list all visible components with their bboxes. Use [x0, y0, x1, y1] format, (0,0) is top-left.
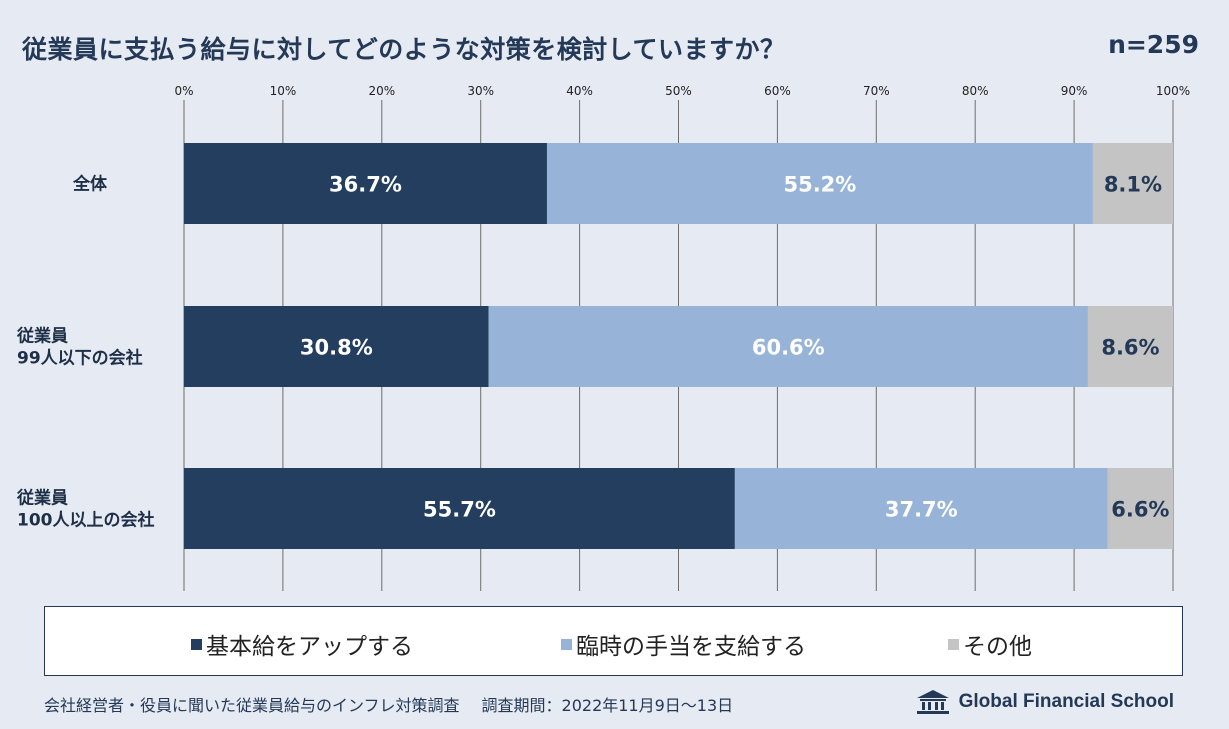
legend-swatch-base-pay — [191, 638, 202, 650]
data-label-overall-temp-allowance: 55.2% — [783, 173, 856, 197]
category-label: 全体 — [72, 174, 108, 195]
category-label: 100人以上の会社 — [17, 510, 155, 531]
data-label-under-99-temp-allowance: 60.6% — [752, 336, 825, 360]
x-tick-label: 100% — [1156, 84, 1190, 98]
data-label-under-99-base-pay: 30.8% — [300, 336, 373, 360]
data-label-overall-base-pay: 36.7% — [329, 173, 402, 197]
data-label-over-100-base-pay: 55.7% — [423, 498, 496, 522]
legend-item-temp-allowance: 臨時の手当を支給する — [561, 627, 806, 661]
data-label-over-100-temp-allowance: 37.7% — [885, 498, 958, 522]
stacked-bar-chart: 0% 10% 20% 30% 40% 50% 60% 70% 80% 90% 100% 36.7% 55… — [16, 84, 1190, 591]
legend-label-temp-allowance: 臨時の手当を支給する — [576, 634, 806, 660]
bar-under-99-base-pay — [184, 306, 489, 387]
brand-name: Global Financial School — [958, 691, 1174, 712]
sample-size-label: n=259 — [1108, 30, 1199, 59]
x-tick-label: 80% — [962, 84, 989, 98]
x-tick-label: 70% — [863, 84, 890, 98]
bar-under-99-temp-allowance — [488, 306, 1088, 387]
category-label: 従業員 — [16, 326, 68, 347]
x-tick-label: 30% — [467, 84, 494, 98]
x-tick-label: 60% — [764, 84, 791, 98]
bar-overall-base-pay — [184, 143, 547, 224]
data-label-over-100-other: 6.6% — [1111, 498, 1169, 522]
legend-swatch-other — [948, 638, 959, 650]
bar-overall-other — [1092, 143, 1173, 224]
legend-item-base-pay: 基本給をアップする — [191, 627, 413, 661]
x-tick-label: 40% — [566, 84, 593, 98]
bar-over-100-temp-allowance — [734, 468, 1108, 549]
chart-legend: 基本給をアップする 臨時の手当を支給する その他 — [44, 606, 1183, 676]
legend-label-base-pay: 基本給をアップする — [206, 634, 413, 660]
legend-label-other: その他 — [963, 634, 1032, 660]
bar-under-99-other — [1087, 306, 1173, 387]
footer-note: 会社経営者・役員に聞いた従業員給与のインフレ対策調査 調査期間：2022年11月9… — [44, 692, 733, 716]
data-label-overall-other: 8.1% — [1104, 173, 1162, 197]
survey-title: 会社経営者・役員に聞いた従業員給与のインフレ対策調査 — [44, 696, 460, 715]
category-label: 99人以下の会社 — [17, 348, 143, 369]
data-label-under-99-other: 8.6% — [1101, 336, 1159, 360]
bar-over-100-other — [1107, 468, 1173, 549]
x-tick-label: 0% — [174, 84, 193, 98]
category-label: 従業員 — [16, 488, 68, 509]
chart-title: 従業員に支払う給与に対してどのような対策を検討していますか？ — [22, 35, 786, 64]
school-building-icon — [916, 690, 949, 714]
brand-logo: Global Financial School — [913, 688, 1174, 716]
x-tick-label: 10% — [270, 84, 297, 98]
legend-item-other: その他 — [948, 627, 1032, 661]
x-tick-label: 50% — [665, 84, 692, 98]
legend-swatch-temp-allowance — [561, 638, 572, 650]
bar-over-100-base-pay — [184, 468, 735, 549]
bar-overall-temp-allowance — [546, 143, 1093, 224]
x-tick-label: 90% — [1061, 84, 1088, 98]
x-tick-label: 20% — [368, 84, 395, 98]
survey-period: 調査期間：2022年11月9日〜13日 — [481, 696, 734, 715]
